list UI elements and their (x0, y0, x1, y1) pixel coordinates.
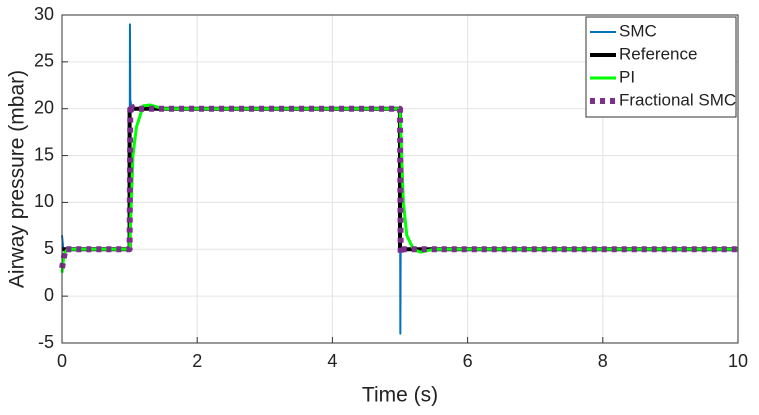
x-tick-label: 10 (728, 351, 748, 371)
y-tick-label: 20 (34, 97, 54, 117)
legend-label: Reference (619, 44, 697, 63)
y-tick-label: -5 (38, 332, 54, 352)
y-tick-label: 30 (34, 4, 54, 24)
y-tick-label: 15 (34, 144, 54, 164)
x-axis-label: Time (s) (362, 384, 438, 407)
legend-label: SMC (619, 21, 657, 40)
x-tick-label: 0 (57, 351, 67, 371)
x-tick-label: 4 (327, 351, 337, 371)
y-tick-label: 0 (44, 285, 54, 305)
y-axis-label: Airway pressure (mbar) (6, 70, 29, 288)
data-line (59, 101, 738, 269)
plot-frame (61, 14, 739, 344)
legend-label: PI (619, 67, 635, 86)
legend-label: Fractional SMC (619, 90, 736, 109)
x-tick-label: 2 (192, 351, 202, 371)
y-tick-label: 25 (34, 51, 54, 71)
x-tick-label: 8 (598, 351, 608, 371)
y-tick-label: 5 (44, 238, 54, 258)
y-tick-label: 10 (34, 191, 54, 211)
x-tick-label: 6 (463, 351, 473, 371)
